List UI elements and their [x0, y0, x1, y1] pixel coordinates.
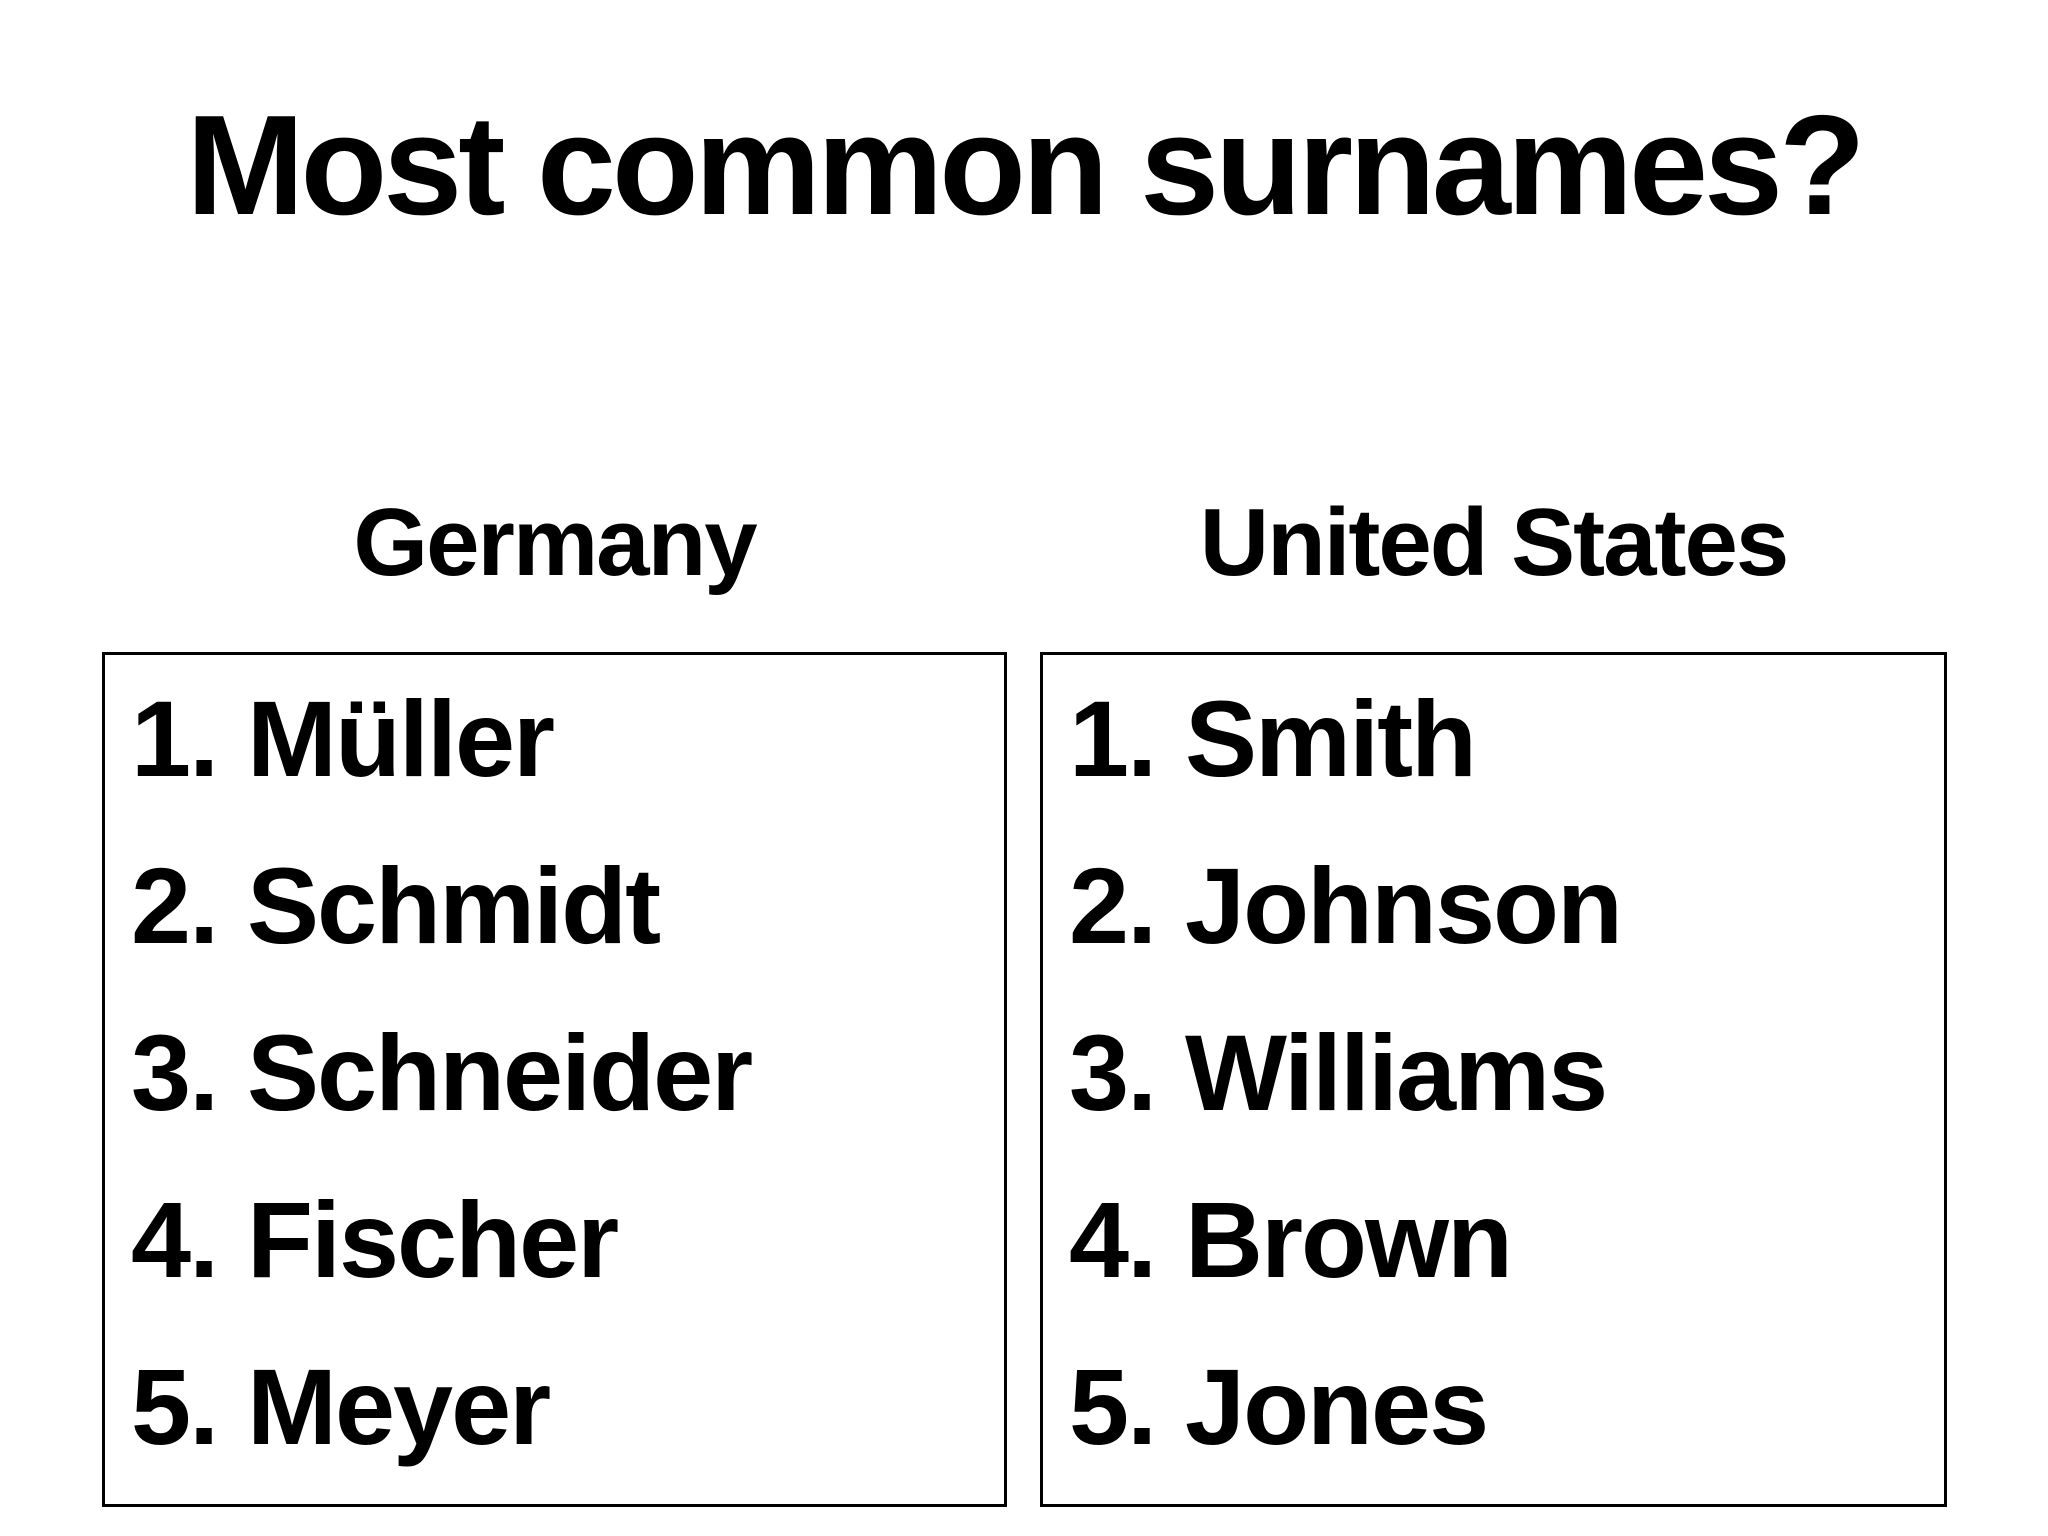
list-item: 5. Meyer — [131, 1323, 1004, 1490]
item-number: 1. — [1069, 678, 1157, 799]
column-header-germany: Germany — [353, 489, 757, 596]
item-name: Johnson — [1185, 845, 1623, 966]
list-item: 3. Williams — [1069, 989, 1944, 1156]
item-number: 3. — [131, 1012, 219, 1133]
item-name: Müller — [247, 678, 555, 799]
item-name: Fischer — [247, 1179, 619, 1300]
item-number: 5. — [1069, 1346, 1157, 1467]
slide-title: Most common surnames? — [186, 86, 1866, 245]
item-name: Meyer — [247, 1346, 551, 1467]
item-number: 5. — [131, 1346, 219, 1467]
surname-list-united-states: 1. Smith 2. Johnson 3. Williams 4. Brown… — [1043, 655, 1944, 1490]
list-item: 1. Müller — [131, 655, 1004, 822]
surname-list-germany: 1. Müller 2. Schmidt 3. Schneider 4. Fis… — [105, 655, 1004, 1490]
list-item: 5. Jones — [1069, 1323, 1944, 1490]
item-name: Jones — [1185, 1346, 1489, 1467]
surname-box-united-states: 1. Smith 2. Johnson 3. Williams 4. Brown… — [1040, 652, 1947, 1507]
item-number: 2. — [1069, 845, 1157, 966]
list-item: 3. Schneider — [131, 989, 1004, 1156]
item-number: 3. — [1069, 1012, 1157, 1133]
item-number: 4. — [131, 1179, 219, 1300]
list-item: 4. Fischer — [131, 1156, 1004, 1323]
column-header-united-states: United States — [1199, 489, 1789, 596]
item-name: Brown — [1185, 1179, 1513, 1300]
item-name: Williams — [1185, 1012, 1608, 1133]
item-number: 1. — [131, 678, 219, 799]
item-number: 2. — [131, 845, 219, 966]
list-item: 2. Schmidt — [131, 822, 1004, 989]
list-item: 2. Johnson — [1069, 822, 1944, 989]
list-item: 1. Smith — [1069, 655, 1944, 822]
surname-box-germany: 1. Müller 2. Schmidt 3. Schneider 4. Fis… — [102, 652, 1007, 1507]
list-item: 4. Brown — [1069, 1156, 1944, 1323]
item-name: Schmidt — [247, 845, 661, 966]
item-name: Schneider — [247, 1012, 753, 1133]
item-name: Smith — [1185, 678, 1477, 799]
item-number: 4. — [1069, 1179, 1157, 1300]
